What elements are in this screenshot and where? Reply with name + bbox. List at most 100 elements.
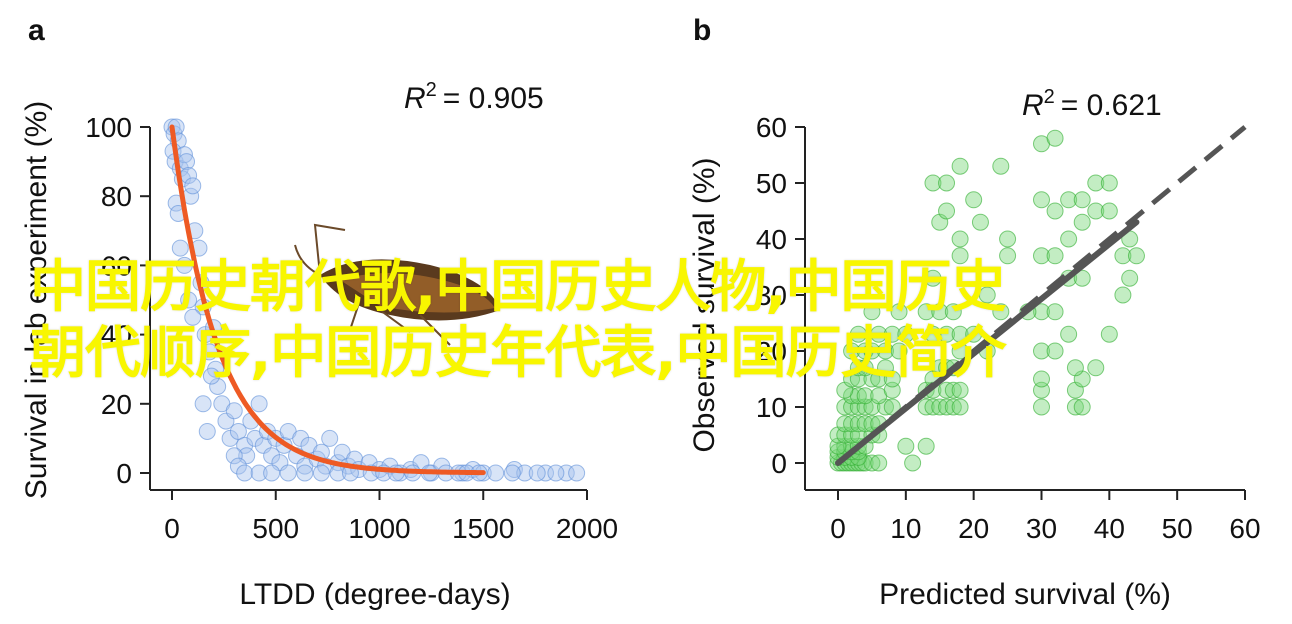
data-point bbox=[890, 303, 908, 321]
chart-a-y-ticks: 0 20 40 60 80 100 bbox=[85, 112, 150, 489]
data-point bbox=[951, 157, 969, 175]
y-tick-label: 60 bbox=[101, 250, 132, 281]
data-point bbox=[951, 325, 969, 343]
x-tick-label: 50 bbox=[1162, 513, 1193, 544]
y-tick-label: 80 bbox=[101, 181, 132, 212]
data-point bbox=[856, 342, 874, 360]
chart-b-r2-r: R bbox=[1022, 89, 1044, 122]
data-point bbox=[1060, 191, 1078, 209]
x-tick-label: 10 bbox=[890, 513, 921, 544]
y-tick-label: 0 bbox=[771, 448, 787, 479]
data-point bbox=[1073, 398, 1091, 416]
data-point bbox=[951, 398, 969, 416]
data-point bbox=[1100, 325, 1118, 343]
y-tick-label: 20 bbox=[101, 389, 132, 420]
data-point bbox=[856, 415, 874, 433]
data-point bbox=[931, 303, 949, 321]
data-point bbox=[1100, 202, 1118, 220]
chart-a-x-label: LTDD (degree-days) bbox=[239, 578, 510, 611]
data-point bbox=[1033, 370, 1050, 388]
data-point bbox=[938, 174, 956, 192]
y-tick-label: 10 bbox=[756, 392, 787, 423]
data-point bbox=[876, 342, 894, 360]
x-tick-label: 20 bbox=[958, 513, 989, 544]
x-tick-label: 0 bbox=[164, 513, 180, 544]
chart-a: 0 500 1000 1500 2000 0 20 40 60 80 100 LTDD (degr… bbox=[20, 79, 618, 611]
data-point bbox=[568, 464, 586, 482]
data-point bbox=[965, 325, 983, 343]
chart-b-x-ticks: 0 10 20 30 40 50 60 bbox=[830, 490, 1261, 544]
panel-label-a: a bbox=[28, 14, 45, 47]
data-point bbox=[547, 464, 565, 482]
data-point bbox=[849, 359, 867, 377]
data-point bbox=[999, 247, 1017, 265]
data-point bbox=[897, 325, 915, 343]
data-point bbox=[1114, 247, 1132, 265]
chart-a-r2-annotation: R2 = 0.905 bbox=[404, 79, 544, 115]
data-point bbox=[1100, 174, 1118, 192]
data-point bbox=[897, 437, 915, 455]
data-point bbox=[938, 202, 956, 220]
y-tick-label: 30 bbox=[756, 280, 787, 311]
data-point bbox=[856, 387, 874, 405]
data-point bbox=[843, 415, 861, 433]
x-tick-label: 0 bbox=[830, 513, 846, 544]
y-tick-label: 50 bbox=[756, 168, 787, 199]
data-point bbox=[1046, 129, 1064, 147]
y-tick-label: 20 bbox=[756, 336, 787, 367]
data-point bbox=[870, 325, 888, 343]
chart-a-x-ticks: 0 500 1000 1500 2000 bbox=[164, 490, 618, 544]
data-point bbox=[312, 464, 330, 482]
data-point bbox=[836, 415, 854, 433]
data-point bbox=[1073, 213, 1091, 231]
data-point bbox=[917, 437, 935, 455]
chart-b-r2-annotation: R2 = 0.621 bbox=[1022, 86, 1162, 122]
data-point bbox=[917, 303, 935, 321]
data-point bbox=[924, 269, 942, 287]
data-point bbox=[1046, 342, 1064, 360]
data-point bbox=[198, 422, 216, 440]
data-point bbox=[184, 308, 202, 326]
data-point bbox=[250, 395, 268, 413]
data-point bbox=[876, 359, 894, 377]
data-point bbox=[924, 398, 942, 416]
data-point bbox=[890, 342, 908, 360]
chart-b: 0 10 20 30 40 50 60 0 10 20 30 40 50 60 Predicted su… bbox=[688, 86, 1261, 611]
x-tick-label: 60 bbox=[1229, 513, 1260, 544]
data-point bbox=[202, 367, 220, 385]
data-point bbox=[180, 291, 198, 309]
data-point bbox=[175, 256, 193, 274]
y-tick-label: 60 bbox=[756, 112, 787, 143]
data-point bbox=[1033, 342, 1050, 360]
data-point bbox=[931, 359, 949, 377]
data-point bbox=[1087, 359, 1105, 377]
data-point bbox=[1066, 398, 1084, 416]
data-point bbox=[1033, 303, 1050, 321]
data-point bbox=[1073, 269, 1091, 287]
y-tick-label: 0 bbox=[116, 458, 132, 489]
chart-b-r2-value: = 0.621 bbox=[1061, 89, 1162, 122]
data-point bbox=[849, 415, 867, 433]
data-point bbox=[528, 464, 546, 482]
data-point bbox=[863, 342, 881, 360]
data-point bbox=[843, 342, 861, 360]
overlay-caption-line-1: 中国历史朝代歌,中国历史人物,中国历史 bbox=[30, 255, 1007, 320]
data-point bbox=[971, 213, 989, 231]
data-point bbox=[870, 454, 888, 472]
data-point bbox=[924, 174, 942, 192]
data-point bbox=[938, 325, 956, 343]
data-point bbox=[924, 325, 942, 343]
panel-label-b: b bbox=[693, 14, 711, 47]
data-point bbox=[487, 464, 505, 482]
chart-b-y-ticks: 0 10 20 30 40 50 60 bbox=[756, 112, 805, 479]
data-point bbox=[965, 191, 983, 209]
x-tick-label: 1500 bbox=[452, 513, 514, 544]
insect-illustration bbox=[294, 223, 500, 346]
data-point bbox=[992, 157, 1010, 175]
data-point bbox=[849, 325, 867, 343]
data-point bbox=[229, 457, 247, 475]
data-point bbox=[1046, 247, 1064, 265]
overlay-caption-line-2: 朝代顺序,中国历史年代表,中国历史简介 bbox=[30, 321, 1007, 386]
y-tick-label: 40 bbox=[101, 320, 132, 351]
